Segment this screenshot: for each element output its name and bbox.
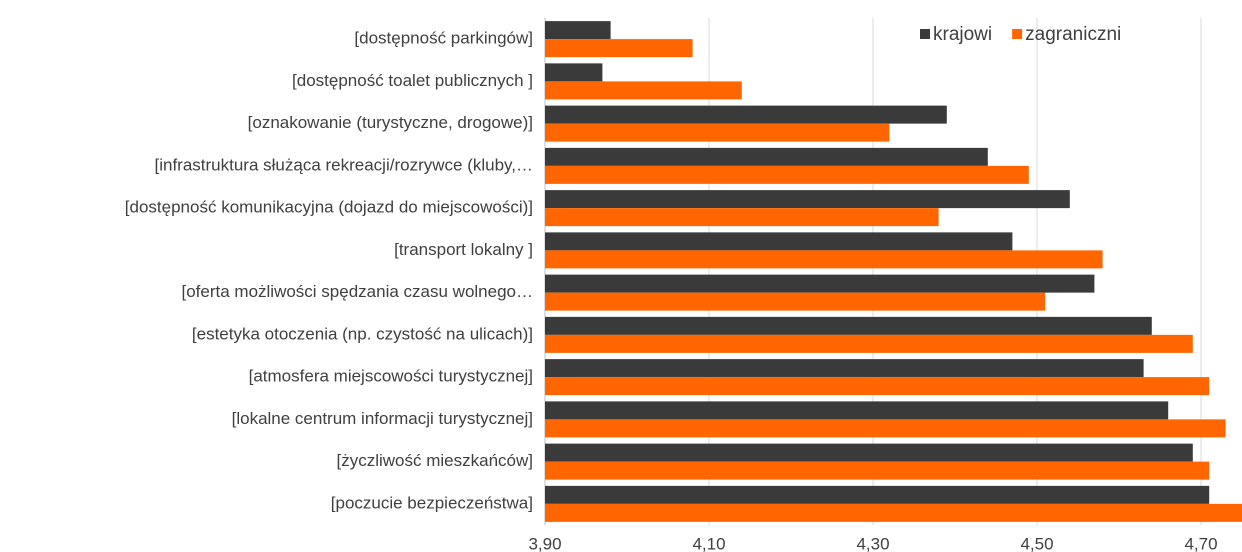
bar (545, 316, 1152, 335)
x-tick-label: 4,50 (1020, 534, 1053, 552)
y-tick-label: [oznakowanie (turystyczne, drogowe)] (248, 113, 533, 132)
bar (545, 250, 1103, 269)
y-tick-label: [infrastruktura służąca rekreacji/rozryw… (154, 155, 533, 174)
legend-swatch (1012, 29, 1023, 39)
bar (545, 208, 939, 227)
bar (545, 190, 1070, 209)
y-tick-label: [dostępność toalet publicznych ] (292, 71, 533, 90)
bar (545, 39, 693, 58)
x-tick-label: 4,30 (856, 534, 889, 552)
bar (545, 419, 1226, 438)
bar (545, 63, 603, 82)
bar (545, 443, 1193, 462)
bar (545, 123, 890, 142)
bar (545, 21, 611, 40)
bar (545, 485, 1210, 504)
y-tick-label: [dostępność komunikacyjna (dojazd do mie… (125, 198, 533, 217)
bar (545, 377, 1210, 396)
y-tick-label: [atmosfera miejscowości turystycznej] (249, 367, 533, 386)
bar (545, 461, 1210, 480)
x-tick-label: 4,10 (692, 534, 725, 552)
bar (545, 334, 1193, 353)
legend-label: krajowi (933, 24, 992, 45)
bar (545, 147, 988, 166)
legend-label: zagraniczni (1025, 24, 1121, 45)
bar (545, 105, 947, 124)
y-tick-label: [oferta możliwości spędzania czasu wolne… (181, 282, 533, 301)
bar (545, 359, 1144, 378)
bar (545, 292, 1046, 311)
y-tick-label: [dostępność parkingów] (354, 29, 533, 48)
bar (545, 274, 1095, 293)
y-tick-label: [transport lokalny ] (394, 240, 533, 259)
x-tick-label: 4,70 (1184, 534, 1217, 552)
bar (545, 81, 742, 100)
y-tick-label: [poczucie bezpieczeństwa] (331, 493, 533, 512)
bar (545, 165, 1029, 184)
y-tick-label: [życzliwość mieszkańców] (337, 451, 534, 470)
legend-swatch (920, 29, 930, 39)
y-tick-label: [estetyka otoczenia (np. czystość na uli… (192, 324, 533, 343)
bar (545, 503, 1242, 522)
x-tick-label: 3,90 (528, 534, 561, 552)
bar (545, 401, 1169, 420)
y-tick-label: [lokalne centrum informacji turystycznej… (232, 409, 533, 428)
bar (545, 232, 1013, 251)
